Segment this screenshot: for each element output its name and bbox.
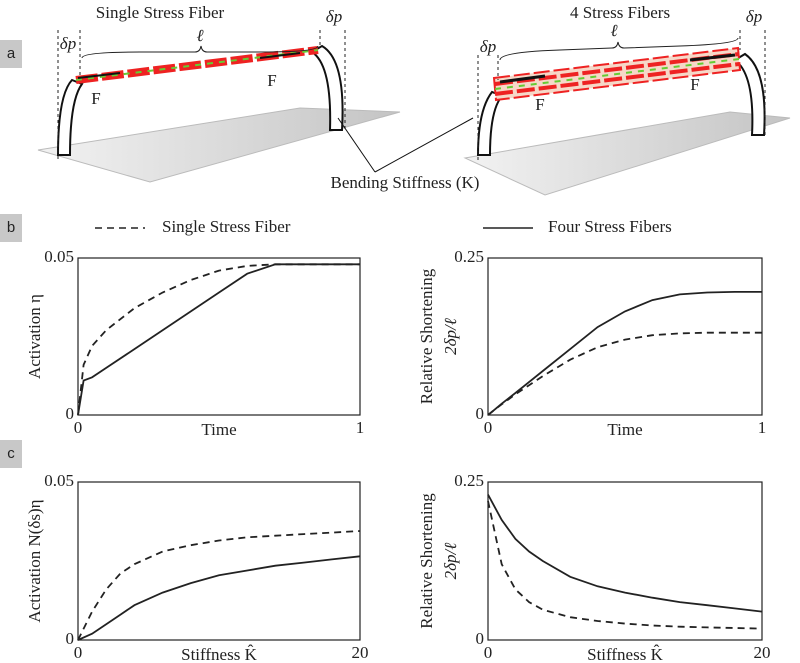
y-tick-label: 0	[66, 404, 75, 423]
post	[733, 52, 766, 136]
displacement-label: δp	[746, 7, 762, 26]
series-line	[487, 291, 762, 416]
force-label: F	[267, 71, 276, 90]
fiber	[494, 62, 740, 96]
panel-badge	[0, 440, 22, 468]
displacement-label: δp	[326, 7, 342, 26]
y-axis-label: Relative Shortening	[417, 493, 436, 629]
plate	[463, 111, 791, 196]
series-line	[487, 494, 763, 613]
x-axis-label: Time	[607, 420, 642, 439]
y-axis-label-math: 2δp/ℓ	[441, 543, 460, 580]
y-axis-label: Activation N(δs)η	[25, 499, 44, 622]
plot-frame	[487, 257, 763, 416]
length-label: ℓ	[610, 21, 617, 40]
x-tick-label: 20	[352, 643, 369, 662]
brace	[499, 37, 739, 61]
y-axis-label-math: 2δp/ℓ	[441, 318, 460, 355]
y-tick-label: 0.05	[44, 247, 74, 266]
x-axis-label: Stiffness K̂	[181, 645, 257, 663]
pointer	[374, 117, 474, 173]
annotation: Bending Stiffness (K)	[331, 173, 480, 192]
series-line	[77, 530, 361, 641]
series-line	[487, 500, 763, 630]
brace	[81, 45, 319, 59]
y-tick-label: 0	[476, 629, 485, 648]
single-fiber-diagram	[37, 30, 401, 183]
panel-badge	[0, 214, 22, 242]
y-tick-label: 0	[476, 404, 485, 423]
panel-label: c	[7, 445, 15, 462]
x-tick-label: 0	[484, 643, 493, 662]
plot-frame	[487, 481, 763, 641]
x-axis-label: Time	[201, 420, 236, 439]
length-label: ℓ	[196, 26, 203, 45]
arrow	[77, 72, 121, 79]
y-axis-label: Relative Shortening	[417, 268, 436, 404]
displacement-label: δp	[480, 37, 496, 56]
arrow	[689, 53, 736, 62]
y-tick-label: 0.05	[44, 471, 74, 490]
fiber	[494, 58, 740, 90]
plot-frame	[77, 257, 361, 416]
y-tick-label: 0	[66, 629, 75, 648]
plate	[37, 107, 401, 183]
post	[56, 78, 84, 156]
displacement-label: δp	[60, 34, 76, 53]
arrow	[499, 74, 546, 84]
x-tick-label: 0	[74, 418, 83, 437]
series-line	[487, 331, 762, 416]
y-axis-label: Activation η	[25, 294, 44, 379]
force-label: F	[690, 75, 699, 94]
panel-label: a	[7, 45, 16, 62]
x-tick-label: 1	[758, 418, 767, 437]
plot-frame	[77, 481, 361, 641]
pointer	[337, 117, 376, 173]
y-tick-label: 0.25	[454, 471, 484, 490]
arrow	[259, 52, 301, 59]
diagram-title: Single Stress Fiber	[96, 3, 225, 22]
x-tick-label: 0	[484, 418, 493, 437]
force-label: F	[91, 89, 100, 108]
post	[476, 90, 504, 156]
panel-badge	[0, 40, 22, 68]
panel-label: b	[7, 219, 15, 236]
series-line	[77, 263, 360, 416]
legend-label: Single Stress Fiber	[162, 217, 291, 236]
force-label: F	[535, 95, 544, 114]
x-tick-label: 0	[74, 643, 83, 662]
series-line	[77, 555, 361, 641]
x-tick-label: 20	[754, 643, 771, 662]
diagram-title: 4 Stress Fibers	[570, 3, 670, 22]
legend-label: Four Stress Fibers	[548, 217, 672, 236]
four-fiber-diagram	[463, 30, 791, 196]
y-tick-label: 0.25	[454, 247, 484, 266]
x-tick-label: 1	[356, 418, 365, 437]
x-axis-label: Stiffness K̂	[587, 645, 663, 663]
series-line	[77, 263, 360, 416]
fiber	[75, 49, 319, 81]
post	[310, 44, 344, 131]
